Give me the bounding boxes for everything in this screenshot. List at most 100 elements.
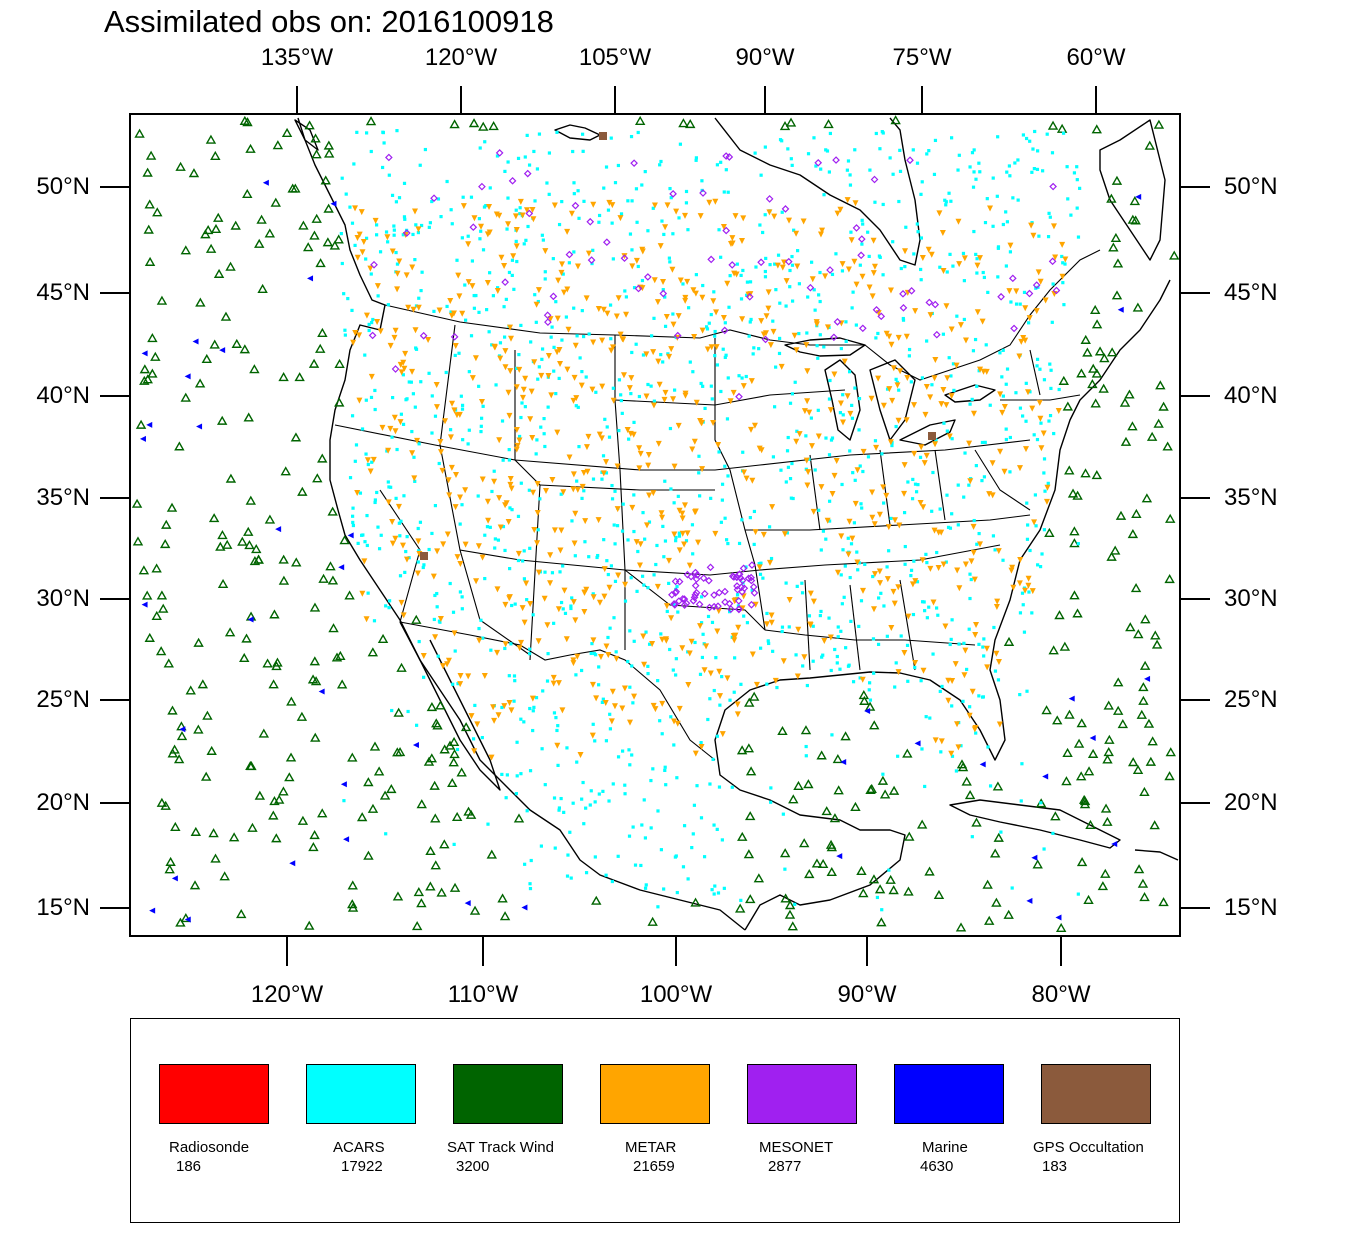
metar-marker (679, 530, 686, 537)
sat-track-wind-marker (737, 831, 748, 841)
sat-track-wind-marker (1164, 573, 1175, 584)
metar-marker (621, 253, 628, 260)
acars-marker (1025, 501, 1029, 505)
metar-marker (361, 558, 368, 565)
sat-track-wind-marker (1165, 747, 1176, 757)
acars-marker (502, 305, 506, 309)
sat-track-wind-marker (200, 771, 212, 781)
acars-marker (632, 493, 636, 497)
acars-marker (773, 262, 777, 266)
metar-marker (932, 737, 939, 744)
sat-track-wind-marker (141, 590, 153, 600)
acars-marker (944, 200, 948, 204)
metar-marker (414, 437, 421, 444)
acars-marker (1049, 368, 1053, 372)
acars-marker (851, 290, 855, 294)
acars-marker (724, 353, 728, 357)
metar-marker (1029, 405, 1036, 412)
metar-marker (554, 742, 561, 749)
metar-marker (719, 731, 726, 738)
mesonet-marker (925, 298, 934, 307)
acars-marker (735, 262, 739, 266)
acars-marker (354, 443, 359, 447)
metar-marker (392, 535, 399, 542)
metar-marker (1010, 584, 1017, 591)
acars-marker (771, 319, 775, 323)
acars-marker (858, 676, 862, 680)
metar-marker (693, 399, 700, 406)
acars-marker (550, 325, 554, 329)
acars-marker (975, 384, 979, 388)
acars-marker (1069, 213, 1073, 217)
metar-marker (555, 680, 562, 687)
acars-marker (572, 181, 576, 185)
acars-marker (907, 347, 912, 352)
acars-marker (412, 455, 416, 459)
acars-marker (642, 583, 646, 587)
metar-marker (550, 674, 557, 681)
metar-marker (1036, 399, 1043, 406)
acars-marker (931, 652, 935, 656)
sat-track-wind-marker (1052, 715, 1063, 725)
metar-marker (645, 462, 652, 469)
acars-marker (1042, 847, 1046, 851)
sat-track-wind-marker (1151, 639, 1163, 649)
sat-track-wind-marker (205, 243, 217, 253)
sat-track-wind-marker (396, 662, 407, 672)
acars-marker (809, 416, 813, 420)
metar-marker (434, 548, 441, 555)
acars-marker (628, 232, 633, 236)
acars-marker (643, 170, 647, 174)
sat-track-wind-marker (436, 887, 447, 897)
sat-track-wind-marker (163, 658, 174, 668)
acars-marker (507, 270, 512, 275)
acars-marker (529, 340, 533, 344)
metar-marker (822, 273, 829, 280)
acars-marker (744, 293, 749, 297)
acars-marker (925, 561, 929, 565)
metar-marker (649, 640, 656, 647)
sat-track-wind-marker (344, 590, 355, 600)
metar-marker (359, 249, 366, 256)
metar-marker (433, 381, 440, 388)
metar-marker (481, 673, 488, 680)
sat-track-wind-marker (1087, 379, 1098, 389)
marine-marker (521, 904, 528, 911)
metar-marker (948, 750, 955, 757)
acars-marker (489, 648, 493, 652)
acars-marker (813, 468, 817, 472)
metar-marker (940, 561, 947, 568)
metar-marker (1030, 232, 1037, 239)
metar-marker (446, 492, 453, 499)
acars-marker (528, 546, 532, 550)
acars-marker (872, 671, 876, 675)
metar-marker (364, 457, 371, 464)
sat-track-wind-marker (180, 392, 191, 402)
acars-marker (545, 679, 550, 683)
legend-item-radiosonde: Radiosonde 186 (159, 1064, 271, 1184)
sat-track-wind-marker (1129, 196, 1141, 206)
metar-marker (853, 281, 860, 288)
marine-marker (247, 616, 254, 623)
mesonet-marker (725, 153, 734, 161)
metar-marker (570, 397, 577, 404)
acars-marker (918, 455, 923, 459)
sat-track-wind-marker (1108, 242, 1119, 252)
sat-track-wind-marker (955, 922, 967, 932)
acars-marker (512, 674, 517, 678)
acars-marker (1020, 591, 1025, 595)
metar-marker (838, 533, 845, 540)
sat-track-wind-marker (1072, 608, 1083, 618)
acars-marker (674, 539, 678, 543)
acars-marker (555, 728, 559, 733)
metar-marker (497, 355, 504, 362)
metar-marker (555, 277, 562, 284)
acars-marker (677, 216, 681, 220)
metar-marker (824, 517, 831, 524)
acars-marker (492, 469, 496, 473)
acars-marker (563, 611, 568, 615)
metar-marker (513, 226, 520, 233)
mesonet-marker (739, 564, 748, 573)
acars-marker (575, 479, 579, 483)
acars-marker (593, 855, 597, 859)
